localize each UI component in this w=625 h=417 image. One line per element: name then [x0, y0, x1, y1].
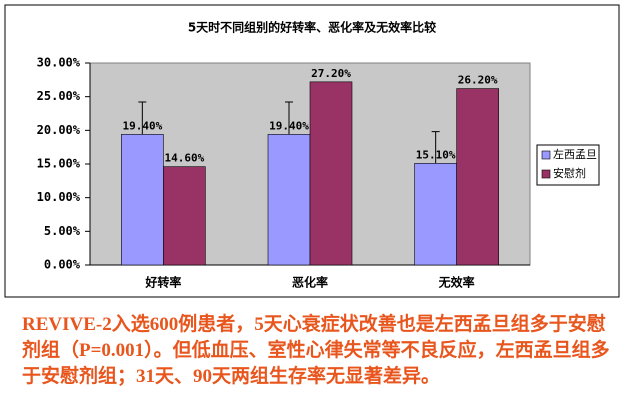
- y-tick-label: 10.00%: [37, 190, 81, 204]
- bar: [456, 88, 499, 266]
- y-tick-label: 20.00%: [37, 123, 81, 137]
- bar: [163, 166, 206, 266]
- y-tick-label: 15.00%: [37, 157, 81, 171]
- data-label: 19.40%: [269, 119, 309, 132]
- chart-title: 5天时不同组别的好转率、恶化率及无效率比较: [188, 20, 436, 35]
- y-tick-label: 0.00%: [44, 258, 81, 272]
- x-tick-label: 无效率: [438, 275, 475, 290]
- data-label: 26.20%: [458, 74, 498, 87]
- y-tick-label: 30.00%: [37, 56, 81, 70]
- x-tick-label: 好转率: [144, 275, 181, 290]
- data-label: 19.40%: [122, 119, 162, 132]
- legend-swatch: [541, 150, 551, 160]
- y-tick-label: 5.00%: [44, 224, 81, 238]
- bar: [414, 163, 457, 266]
- x-tick-label: 恶化率: [292, 275, 328, 290]
- chart: 5天时不同组别的好转率、恶化率及无效率比较 0.00% 5.00% 10.00% 15…: [4, 4, 620, 298]
- legend-label: 安慰剂: [553, 166, 586, 180]
- legend-label: 左西孟旦: [553, 148, 597, 161]
- data-label: 14.60%: [164, 152, 204, 165]
- data-label: 27.20%: [311, 67, 351, 80]
- y-tick-label: 25.00%: [37, 89, 81, 103]
- bar: [267, 134, 311, 266]
- error-bar: [138, 101, 147, 135]
- legend-swatch: [541, 169, 551, 179]
- error-bar: [285, 101, 293, 135]
- bar: [309, 81, 353, 266]
- data-label: 15.10%: [416, 148, 456, 161]
- bar: [121, 134, 164, 266]
- error-bar: [431, 131, 440, 164]
- caption: REVIVE-2入选600例患者，5天心衰症状改善也是左西孟旦组多于安慰剂组（P…: [22, 314, 610, 387]
